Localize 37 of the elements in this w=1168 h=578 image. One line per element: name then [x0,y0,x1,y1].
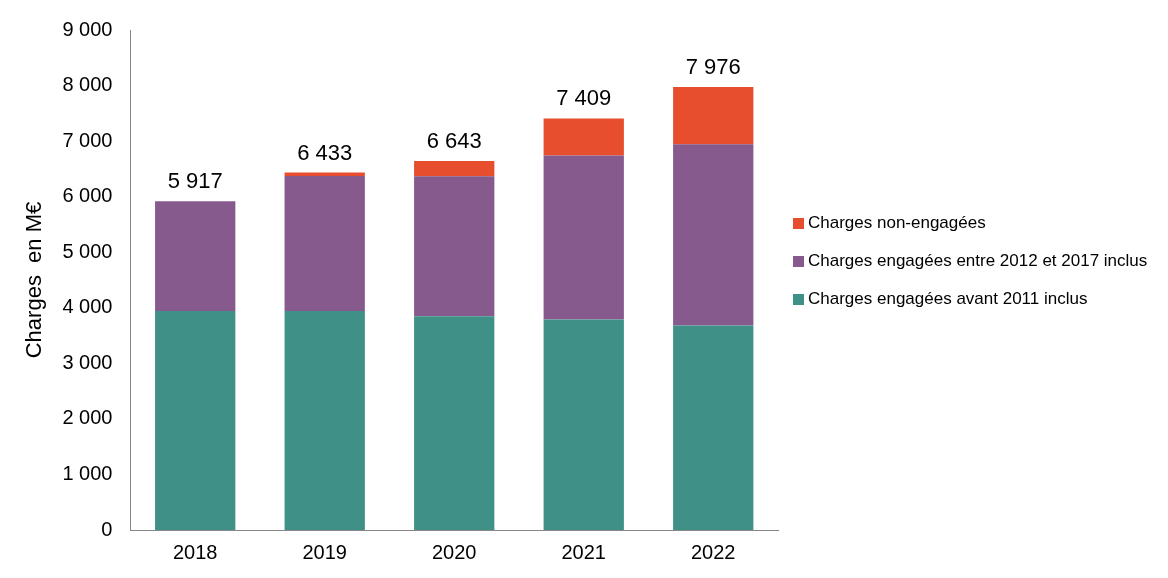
y-tick-label: 0 [101,517,113,540]
y-tick-label: 8 000 [62,73,113,96]
bar [284,311,365,530]
x-tick-label: 2019 [302,540,347,563]
bar [414,176,495,317]
y-tick-label: 9 000 [62,17,113,40]
y-tick-label: 2 000 [62,406,113,429]
legend-label: Charges engagées entre 2012 et 2017 inclus [808,251,1148,271]
bar [284,176,365,312]
x-tick-label: 2021 [561,540,606,563]
total-label: 7 976 [685,53,741,79]
bar [673,325,754,530]
y-tick-label: 4 000 [62,295,113,318]
total-label: 7 409 [556,85,612,111]
y-tick-label: 5 000 [62,239,113,262]
total-label: 6 433 [297,139,353,165]
legend-label: Charges engagées avant 2011 inclus [808,289,1088,309]
bar [155,311,236,530]
bar [673,86,754,145]
bar [543,319,624,530]
x-tick-label: 2018 [172,540,218,563]
bar [414,316,495,530]
bar [543,155,624,320]
x-tick-label: 2022 [690,540,736,563]
total-label: 6 643 [426,128,482,154]
bar [155,201,236,312]
y-tick-label: 6 000 [62,184,113,207]
y-tick-label: 7 000 [62,128,113,151]
bar [543,118,624,156]
y-axis-title: Charges en M€ [21,201,47,359]
y-tick-label: 3 000 [62,350,113,373]
y-tick-label: 1 000 [62,461,113,484]
legend-label: Charges non-engagées [808,213,986,233]
bar [414,160,495,177]
x-tick-label: 2020 [431,540,477,563]
total-label: 5 917 [167,168,223,194]
bar [673,144,754,326]
